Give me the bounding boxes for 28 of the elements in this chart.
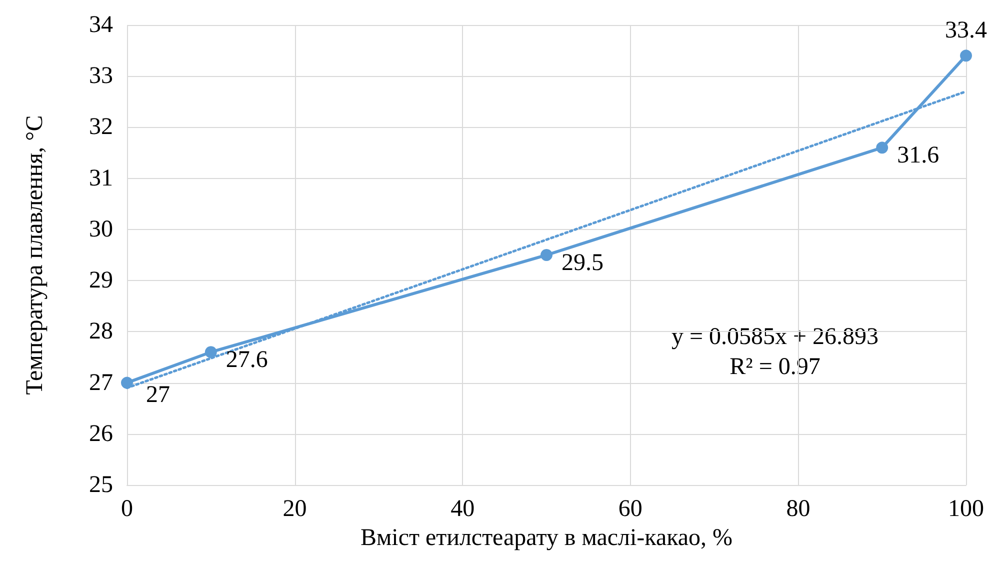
y-tick-label: 31 <box>89 165 113 192</box>
x-tick-label: 0 <box>121 496 133 522</box>
x-tick-label: 20 <box>282 496 307 522</box>
y-tick-label: 33 <box>89 63 113 90</box>
y-tick-label: 32 <box>89 114 113 140</box>
y-axis-title: Температура плавлення, °C <box>22 115 48 395</box>
y-tick-label: 30 <box>89 216 113 242</box>
point <box>540 249 552 261</box>
x-tick-label: 40 <box>450 496 475 522</box>
y-tick-label: 25 <box>89 472 113 498</box>
y-tick-label: 34 <box>89 12 113 38</box>
y-tick-label: 28 <box>89 318 113 345</box>
x-axis-title: Вміст етилстеарату в маслі-какао, % <box>360 524 733 551</box>
x-tick-label: 100 <box>948 496 984 522</box>
x-tick-label: 60 <box>618 496 642 522</box>
data-label: 27.6 <box>226 347 268 374</box>
y-tick-label: 26 <box>89 420 113 447</box>
point <box>876 142 888 154</box>
data-label: 31.6 <box>897 142 940 169</box>
y-tick-label: 29 <box>89 268 113 294</box>
data-label: 33.4 <box>945 18 987 44</box>
point <box>960 50 972 62</box>
data-label: 27 <box>146 382 170 408</box>
y-tick-label: 27 <box>89 370 113 396</box>
point <box>204 346 217 358</box>
point <box>121 376 133 389</box>
data-label: 29.5 <box>562 250 604 276</box>
x-tick-label: 80 <box>786 496 810 522</box>
